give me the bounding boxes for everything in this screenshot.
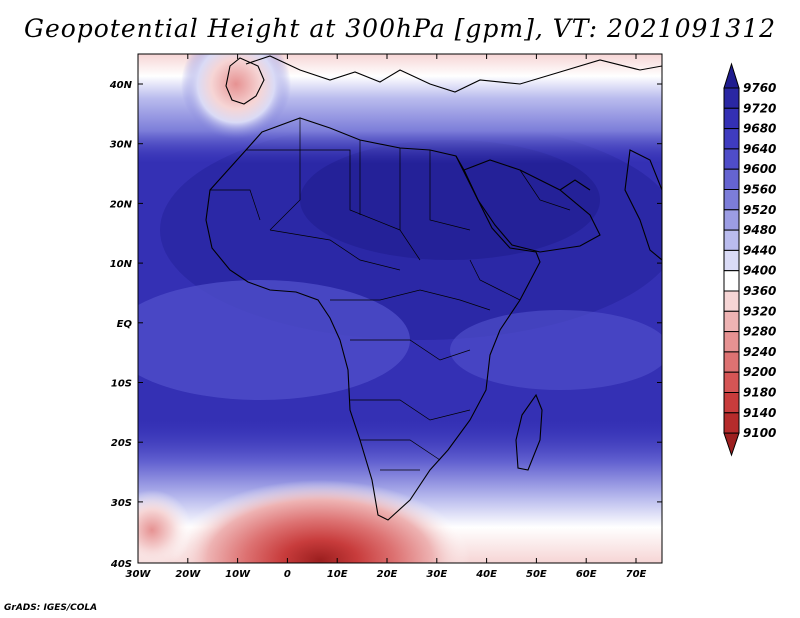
lon-label: 20E (377, 569, 398, 580)
lat-label: 40S (110, 559, 132, 570)
colorbar-label: 9760 (743, 81, 776, 95)
colorbar-label: 9320 (743, 304, 776, 318)
colorbar-label: 9180 (743, 386, 776, 400)
lon-label: 20W (175, 569, 201, 580)
lat-label: EQ (117, 319, 133, 330)
lon-label: 50E (526, 569, 547, 580)
colorbar-swatch (723, 87, 740, 109)
colorbar-label: 9360 (743, 284, 776, 298)
colorbar-swatch (723, 290, 740, 312)
lat-label: 10N (110, 259, 133, 270)
colorbar-swatch (723, 310, 740, 333)
lon-label: 70E (626, 569, 647, 580)
colorbar-swatch (723, 148, 740, 170)
colorbar-label: 9480 (743, 223, 776, 237)
lon-label: 30E (426, 569, 447, 580)
colorbar-bottom-arrow (723, 432, 740, 457)
lon-label: 0 (284, 569, 291, 580)
colorbar-swatch (723, 229, 740, 251)
grads-credit: GrADS: IGES/COLA (4, 603, 98, 613)
colorbar-swatch (723, 371, 740, 394)
colorbar-swatch (723, 107, 740, 130)
colorbar-swatch (723, 249, 740, 272)
colorbar-label: 9560 (743, 183, 776, 197)
colorbar-label: 9680 (743, 122, 776, 136)
colorbar-label: 9100 (743, 426, 776, 440)
plot-frame (137, 53, 663, 564)
lat-label: 40N (109, 80, 133, 91)
lat-label: 20N (110, 199, 133, 210)
colorbar-swatch (723, 270, 740, 292)
lon-label: 10W (225, 569, 251, 580)
colorbar: 9760 9720 9680 9640 9600 9560 9520 9480 9440 9400… (723, 62, 776, 457)
colorbar-swatch (723, 351, 740, 373)
colorbar-swatch (723, 331, 740, 353)
colorbar-label: 9240 (743, 345, 776, 359)
colorbar-label: 9400 (743, 264, 776, 278)
colorbar-label: 9440 (743, 243, 776, 257)
lat-label: 30S (111, 498, 132, 509)
lon-label: 60E (576, 569, 597, 580)
colorbar-swatch (723, 412, 740, 434)
colorbar-swatch (723, 168, 740, 190)
lon-label: 10E (327, 569, 348, 580)
country-borders (210, 118, 571, 471)
colorbar-label: 9640 (743, 142, 776, 156)
colorbar-label: 9140 (743, 406, 776, 420)
lon-label: 30W (126, 569, 152, 580)
longitude-axis: 30W 20W 10W 0 10E 20E 30E 40E 50E 60E 70E (126, 54, 647, 580)
colorbar-label: 9720 (743, 101, 776, 115)
colorbar-label: 9600 (743, 162, 776, 176)
colorbar-label: 9200 (743, 365, 776, 379)
colorbar-swatch (723, 209, 740, 231)
colorbar-swatch (723, 128, 740, 150)
map-title: Geopotential Height at 300hPa [gpm], VT:… (23, 14, 777, 43)
lat-label: 10S (111, 379, 132, 390)
colorbar-label: 9280 (743, 325, 776, 339)
lat-label: 30N (110, 140, 133, 151)
colorbar-top-arrow (723, 62, 740, 89)
geopotential-field (138, 54, 662, 563)
colorbar-swatch (723, 392, 740, 414)
lon-label: 40E (475, 569, 497, 580)
lat-label: 20S (111, 438, 132, 449)
coastlines (205, 55, 662, 521)
colorbar-swatch (723, 189, 740, 211)
colorbar-label: 9520 (743, 203, 776, 217)
latitude-axis: 40N 30N 20N 10N EQ 10S 20S 30S 40S (109, 80, 662, 570)
